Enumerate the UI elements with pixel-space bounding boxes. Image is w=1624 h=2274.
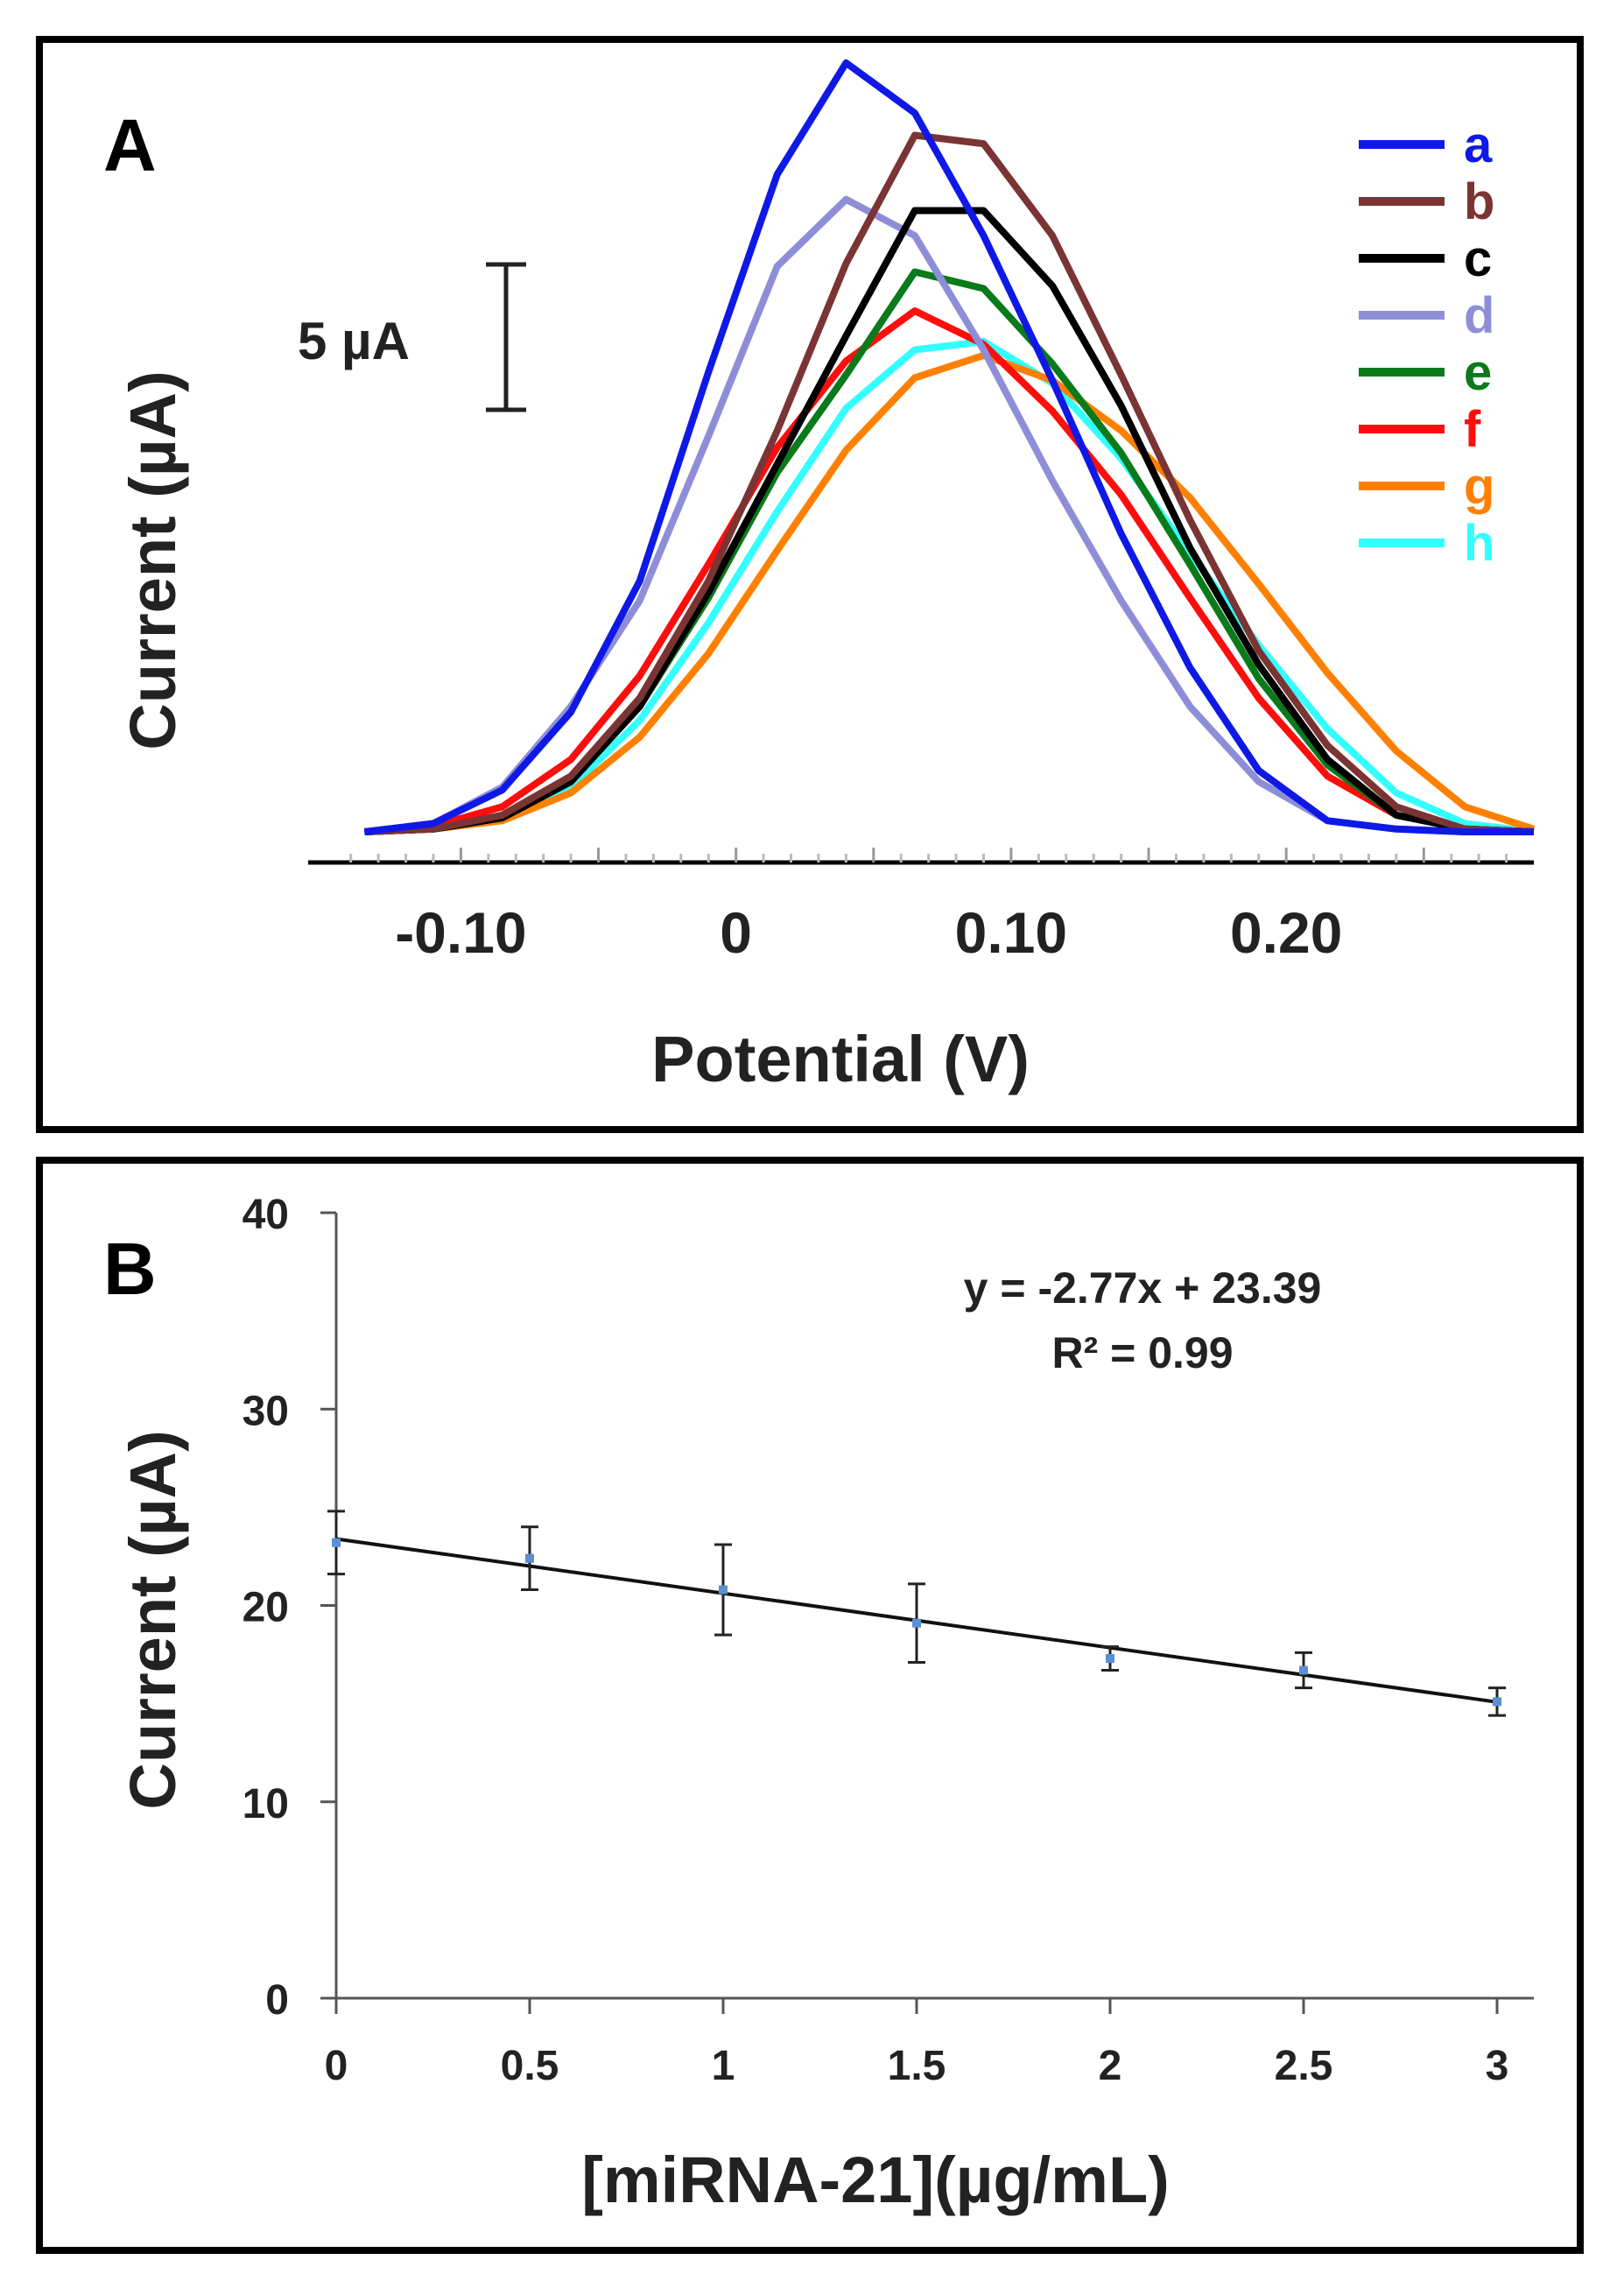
legend-label-f: f [1464,401,1481,458]
fit-equation: y = -2.77x + 23.39 [964,1264,1322,1313]
panel-a-x-axis-title: Potential (V) [651,1023,1030,1095]
y-tick-label: 0 [265,1977,289,2024]
legend-label-a: a [1464,116,1493,173]
x-tick-label: 0.5 [501,2043,559,2089]
x-tick-label: 0 [325,2043,348,2089]
panel-b-x-axis-title: [miRNA-21](µg/mL) [581,2144,1170,2216]
panel-b-frame [36,1157,1584,2254]
panel-b-axis-ticks: 0 10 20 30 40 0 0.5 1 1.5 2 2.5 3 [243,1192,1509,2089]
legend-label-g: g [1464,458,1494,515]
panel-b-points [327,1510,1506,1717]
legend-label-h: h [1464,515,1494,572]
legend-label-e: e [1464,344,1492,401]
x-tick-label: 0.10 [955,900,1067,965]
y-tick-label: 10 [243,1781,289,1827]
curve-c [364,207,1535,835]
y-tick-label: 20 [243,1585,289,1631]
data-point [525,1553,534,1563]
curve-a [363,59,1534,835]
panel-a-x-ticks [349,848,1508,862]
x-tick-label: 2 [1099,2043,1122,2089]
data-point [1299,1665,1308,1675]
legend-label-b: b [1464,173,1494,230]
x-tick-label: 1 [712,2043,735,2089]
y-tick-label: 40 [243,1192,289,1238]
curve-d [363,195,1534,835]
x-tick-label: 0.20 [1230,900,1342,965]
x-tick-label: 3 [1486,2043,1509,2089]
data-point [1493,1697,1501,1707]
curve-h [364,338,1535,835]
curve-g [364,351,1536,835]
curve-b [364,131,1535,835]
panel-a-curves [363,59,1536,835]
panel-a-y-axis-title: Current (µA) [116,370,189,750]
fit-r-squared: R² = 0.99 [1051,1328,1233,1377]
y-tick-label: 30 [243,1388,289,1434]
scale-bar-label: 5 µA [298,312,410,370]
legend-label-d: d [1464,287,1494,344]
x-tick-label: 0 [720,900,752,965]
x-tick-label: -0.10 [395,900,526,965]
panel-a-label: A [103,104,157,187]
data-point [1106,1654,1114,1664]
x-tick-label: 1.5 [888,2043,946,2089]
x-tick-label: 2.5 [1275,2043,1333,2089]
data-point [719,1585,728,1595]
legend-label-c: c [1464,230,1492,287]
curve-f [364,307,1535,835]
panel-a-x-tick-labels: -0.10 0 0.10 0.20 [395,900,1342,965]
panel-b-y-axis-title: Current (µA) [116,1430,189,1809]
panel-b-label: B [103,1228,157,1310]
data-point [332,1538,341,1547]
data-point [912,1618,921,1628]
panel-a-frame [36,36,1584,1133]
